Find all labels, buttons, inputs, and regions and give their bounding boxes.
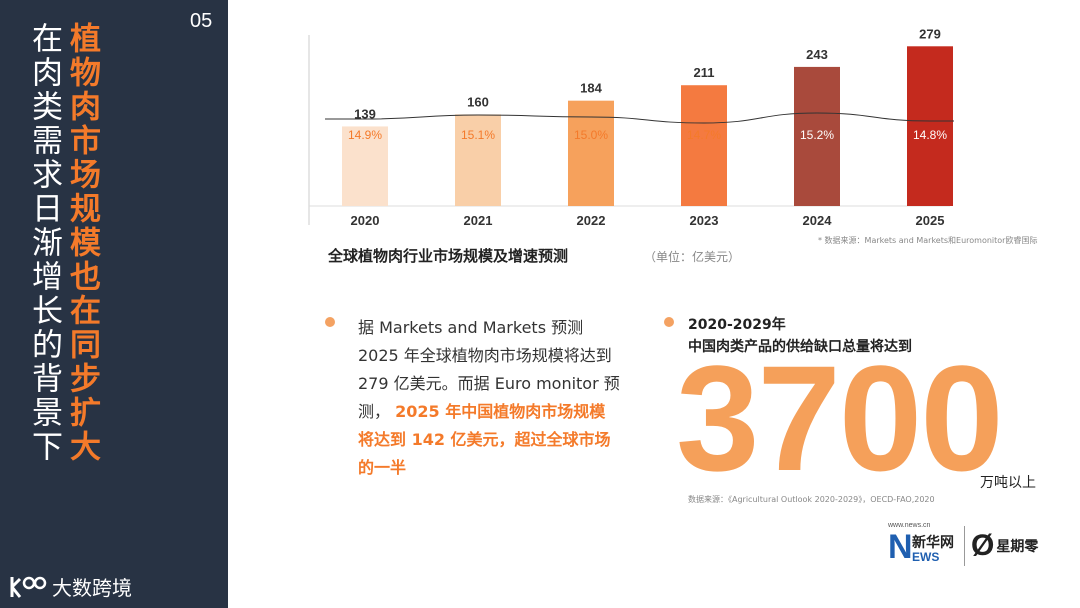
bar-2025: [907, 46, 953, 206]
page-subtitle: 在肉类需求日渐增长的背景下: [26, 22, 62, 464]
chart-source: * 数据来源：Markets and Markets和Euromonitor欧睿…: [818, 236, 1038, 245]
x-tick-label: 2021: [464, 213, 493, 228]
xinhua-logo: www.news.cn N 新华网 EWS: [888, 522, 958, 570]
chart-unit: （单位：亿美元）: [644, 250, 741, 264]
stat-unit: 万吨以上: [980, 475, 1036, 491]
zero-logo-icon: Ø: [971, 529, 995, 562]
forecast-highlight: 2025 年中国植物肉市场规模将达到 142 亿美元，超过全球市场的一半: [358, 402, 611, 477]
forecast-paragraph: 据 Markets and Markets 预测 2025 年全球植物肉市场规模…: [358, 314, 620, 482]
stat-value: 3700: [676, 334, 1004, 502]
bar-2023: [681, 85, 727, 206]
growth-rate-label: 14.8%: [913, 128, 947, 142]
page-title: 植物肉市场规模也在同步扩大: [64, 22, 100, 464]
bullet-dot: [325, 317, 335, 327]
logo-text: 大数跨境: [52, 576, 132, 600]
xinhua-ews: EWS: [912, 550, 940, 564]
bar-2024: [794, 66, 840, 207]
bullet-dot: [664, 317, 674, 327]
bar-2022: [568, 100, 614, 206]
dashu-logo-icon: [10, 576, 47, 598]
growth-rate-label: 14.9%: [348, 128, 382, 142]
sidebar-panel: 05 植物肉市场规模也在同步扩大 在肉类需求日渐增长的背景下 大数跨境: [0, 0, 228, 608]
x-tick-label: 2023: [690, 213, 719, 228]
bar-chart: 139 2020 14.9% 160 2021 15.1% 184 2022 15.0% 211 2…: [308, 26, 954, 228]
stat-description: 中国肉类产品的供给缺口总量将达到: [688, 339, 912, 355]
bar-value-label: 184: [580, 81, 602, 96]
partner-name: 星期零: [996, 539, 1039, 555]
x-tick-label: 2020: [351, 213, 380, 228]
growth-rate-label: 15.1%: [461, 128, 495, 142]
bar-2021: [455, 114, 501, 206]
bar-2020: [342, 126, 388, 206]
stat-source: 数据来源：《Agricultural Outlook 2020-2029》，OE…: [688, 495, 935, 504]
growth-trend-line: [325, 112, 954, 124]
brand-logos: www.news.cn N 新华网 EWS Ø 星期零: [888, 522, 1038, 570]
growth-rate-label: 15.0%: [574, 128, 608, 142]
brand-divider: [964, 526, 965, 566]
bar-value-label: 139: [354, 106, 376, 121]
forecast-text: 据 Markets and Markets 预测 2025 年全球植物肉市场规模…: [358, 318, 620, 421]
bar-value-label: 160: [467, 94, 489, 109]
page-number: 05: [190, 10, 213, 32]
xinhua-name: 新华网: [912, 535, 954, 551]
dashu-logo: 大数跨境: [8, 572, 132, 601]
stat-period: 2020-2029年: [688, 317, 786, 333]
bar-value-label: 211: [694, 65, 715, 80]
xinhua-n-mark: N: [888, 528, 913, 566]
x-tick-label: 2025: [916, 213, 945, 228]
bar-value-label: 279: [919, 26, 941, 41]
x-tick-label: 2022: [577, 213, 606, 228]
xinhua-url: www.news.cn: [888, 522, 931, 529]
growth-rate-label: 14.7%: [687, 128, 721, 142]
stat-label: 2020-2029年 中国肉类产品的供给缺口总量将达到: [688, 314, 912, 358]
x-tick-label: 2024: [803, 213, 833, 228]
growth-rate-label: 15.2%: [800, 128, 834, 142]
chart-title: 全球植物肉行业市场规模及增速预测: [328, 247, 569, 265]
bar-value-label: 243: [806, 47, 828, 62]
